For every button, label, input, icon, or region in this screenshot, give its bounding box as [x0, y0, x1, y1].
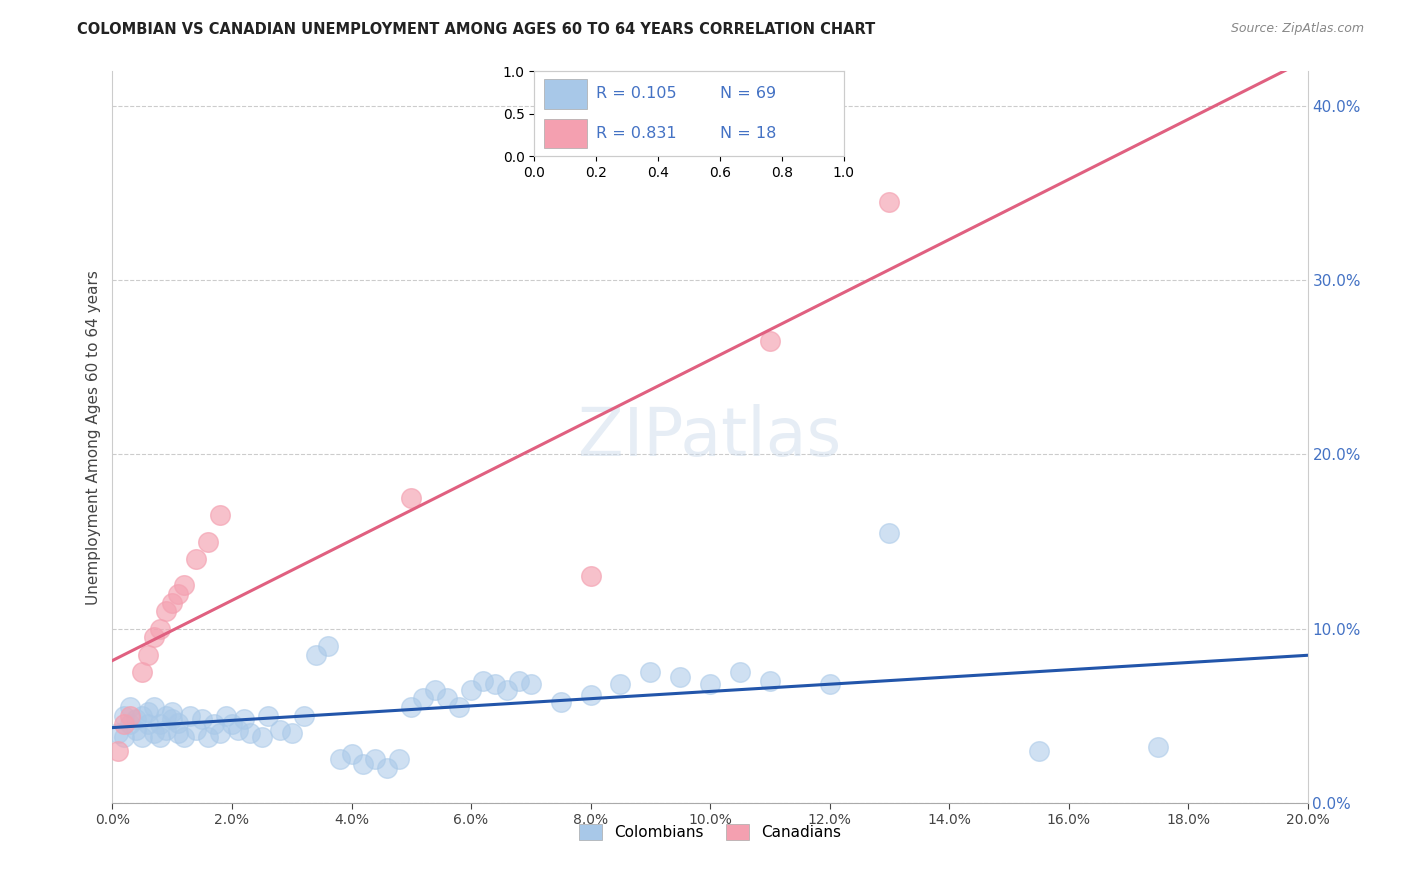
- Point: [143, 700, 166, 714]
- Point: [162, 595, 183, 609]
- Point: [292, 708, 315, 723]
- Point: [186, 723, 208, 737]
- Point: [143, 631, 166, 645]
- Point: [197, 730, 219, 744]
- Point: [425, 682, 447, 697]
- Point: [226, 723, 249, 737]
- Point: [759, 334, 782, 349]
- Point: [436, 691, 458, 706]
- Point: [353, 757, 375, 772]
- Point: [215, 708, 238, 723]
- Text: R = 0.831: R = 0.831: [596, 126, 676, 141]
- Point: [233, 712, 256, 726]
- Y-axis label: Unemployment Among Ages 60 to 64 years: Unemployment Among Ages 60 to 64 years: [86, 269, 101, 605]
- Legend: Colombians, Canadians: Colombians, Canadians: [572, 818, 848, 847]
- Point: [879, 194, 901, 209]
- Text: R = 0.105: R = 0.105: [596, 87, 676, 102]
- Point: [699, 677, 721, 691]
- FancyBboxPatch shape: [544, 79, 586, 109]
- Point: [388, 752, 411, 766]
- Point: [131, 665, 153, 680]
- Point: [125, 723, 148, 737]
- Point: [609, 677, 631, 691]
- Text: Source: ZipAtlas.com: Source: ZipAtlas.com: [1230, 22, 1364, 36]
- Point: [155, 723, 177, 737]
- Point: [508, 673, 530, 688]
- Point: [167, 726, 190, 740]
- Point: [120, 708, 142, 723]
- Point: [107, 726, 129, 740]
- Point: [412, 691, 434, 706]
- Point: [114, 730, 135, 744]
- Point: [281, 726, 304, 740]
- Point: [818, 677, 841, 691]
- Point: [120, 717, 142, 731]
- Point: [496, 682, 519, 697]
- Point: [1028, 743, 1050, 757]
- Point: [401, 700, 423, 714]
- Point: [472, 673, 495, 688]
- Text: ZIPatlas: ZIPatlas: [578, 404, 842, 470]
- Point: [340, 747, 363, 761]
- Point: [197, 534, 219, 549]
- Point: [209, 508, 232, 523]
- Point: [669, 670, 692, 684]
- Point: [162, 712, 183, 726]
- Point: [138, 648, 160, 662]
- FancyBboxPatch shape: [544, 119, 586, 148]
- Point: [550, 695, 572, 709]
- Point: [728, 665, 751, 680]
- Point: [221, 717, 243, 731]
- Point: [179, 708, 201, 723]
- Point: [138, 705, 160, 719]
- Point: [257, 708, 280, 723]
- Point: [484, 677, 506, 691]
- Point: [239, 726, 262, 740]
- Point: [579, 688, 602, 702]
- Point: [155, 604, 177, 618]
- Point: [316, 639, 339, 653]
- Point: [305, 648, 328, 662]
- Point: [114, 717, 135, 731]
- Point: [120, 700, 142, 714]
- Point: [114, 708, 135, 723]
- Point: [173, 578, 195, 592]
- Point: [131, 708, 153, 723]
- Point: [131, 730, 153, 744]
- Point: [162, 705, 183, 719]
- Point: [149, 730, 172, 744]
- Point: [167, 587, 190, 601]
- Point: [173, 730, 195, 744]
- Text: COLOMBIAN VS CANADIAN UNEMPLOYMENT AMONG AGES 60 TO 64 YEARS CORRELATION CHART: COLOMBIAN VS CANADIAN UNEMPLOYMENT AMONG…: [77, 22, 876, 37]
- Point: [138, 717, 160, 731]
- Point: [269, 723, 291, 737]
- Point: [149, 717, 172, 731]
- Point: [149, 622, 172, 636]
- Point: [329, 752, 352, 766]
- Point: [125, 712, 148, 726]
- Point: [640, 665, 662, 680]
- Text: N = 69: N = 69: [720, 87, 776, 102]
- Point: [401, 491, 423, 505]
- Point: [579, 569, 602, 583]
- Point: [250, 730, 273, 744]
- Point: [364, 752, 387, 766]
- Point: [460, 682, 482, 697]
- Point: [449, 700, 471, 714]
- Point: [1147, 740, 1170, 755]
- Point: [143, 726, 166, 740]
- Point: [879, 525, 901, 540]
- Point: [520, 677, 543, 691]
- Point: [377, 761, 399, 775]
- Point: [209, 726, 232, 740]
- Point: [759, 673, 782, 688]
- Point: [186, 552, 208, 566]
- Point: [167, 715, 190, 730]
- Point: [202, 717, 225, 731]
- Point: [191, 712, 214, 726]
- Point: [155, 708, 177, 723]
- Text: N = 18: N = 18: [720, 126, 776, 141]
- Point: [107, 743, 129, 757]
